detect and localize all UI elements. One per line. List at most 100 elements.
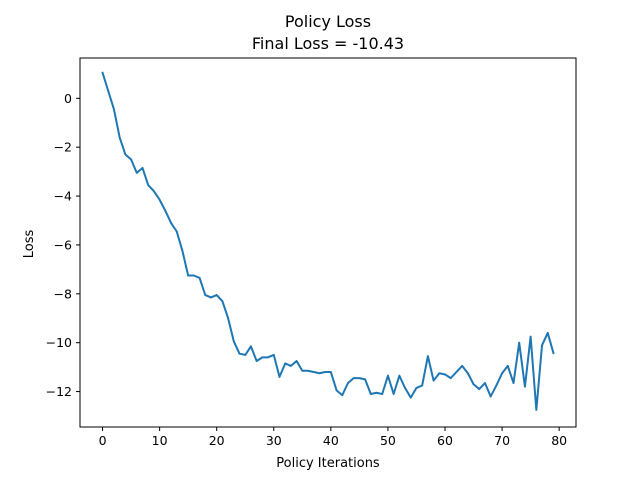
- y-axis-ticks: 0 −2 −4 −6 −8 −10 −12: [46, 91, 80, 399]
- data-point: [541, 344, 543, 346]
- data-point: [181, 250, 184, 252]
- data-point: [158, 198, 161, 201]
- data-point: [472, 383, 475, 386]
- data-point: [307, 369, 309, 372]
- data-point: [107, 90, 110, 92]
- data-point: [278, 376, 281, 378]
- data-point: [495, 384, 498, 387]
- data-point: [250, 345, 252, 348]
- data-point: [455, 371, 458, 373]
- data-point: [290, 365, 292, 367]
- data-point: [101, 71, 104, 74]
- y-tick-label: −10: [46, 335, 72, 350]
- data-point: [284, 362, 286, 365]
- data-point: [233, 340, 235, 343]
- data-point: [164, 209, 167, 212]
- x-tick-label: 50: [380, 433, 396, 448]
- data-point: [153, 190, 155, 192]
- loss-series-line: [101, 71, 555, 411]
- x-tick-label: 20: [209, 433, 225, 448]
- chart-title: Policy Loss: [285, 12, 371, 31]
- x-tick-label: 30: [266, 433, 282, 448]
- y-tick-label: −6: [54, 237, 72, 252]
- data-point: [381, 393, 384, 395]
- data-point: [324, 371, 326, 373]
- x-axis-ticks: 0 10 20 30 40 50 60 70 80: [99, 427, 567, 448]
- data-point: [261, 356, 264, 359]
- y-tick-label: −8: [54, 286, 72, 301]
- data-point: [352, 377, 355, 379]
- data-point: [478, 388, 481, 390]
- data-point: [461, 365, 463, 367]
- data-point: [432, 379, 435, 382]
- x-tick-label: 40: [323, 433, 339, 448]
- y-tick-label: −4: [54, 189, 72, 204]
- data-point: [535, 409, 538, 411]
- y-tick-label: −12: [46, 384, 72, 399]
- x-tick-label: 70: [494, 433, 510, 448]
- data-point: [135, 172, 138, 174]
- data-point: [444, 373, 446, 376]
- data-point: [130, 158, 132, 161]
- data-point: [370, 393, 372, 395]
- data-point: [244, 354, 247, 356]
- data-point: [215, 294, 218, 296]
- y-tick-label: −2: [54, 140, 72, 155]
- data-point: [113, 108, 115, 111]
- data-point: [375, 391, 378, 394]
- data-point: [512, 382, 515, 384]
- data-point: [147, 184, 150, 186]
- data-point: [204, 294, 207, 296]
- data-point: [170, 222, 172, 224]
- data-point: [524, 385, 526, 388]
- x-tick-label: 0: [99, 433, 107, 448]
- y-axis-label: Loss: [22, 230, 37, 259]
- data-point: [238, 352, 241, 355]
- y-tick-label: 0: [64, 91, 72, 106]
- data-point: [484, 382, 486, 384]
- data-point: [272, 354, 275, 356]
- data-point: [427, 355, 429, 357]
- data-point: [489, 395, 492, 398]
- data-point: [438, 372, 441, 375]
- x-tick-label: 10: [152, 433, 168, 448]
- data-point: [404, 387, 406, 389]
- data-point: [387, 374, 389, 377]
- data-point: [210, 296, 212, 299]
- data-point: [267, 356, 269, 359]
- data-point: [312, 371, 315, 373]
- data-point: [546, 332, 549, 334]
- data-point: [330, 371, 332, 373]
- data-point: [141, 167, 144, 169]
- data-point: [347, 382, 349, 384]
- data-point: [295, 360, 298, 362]
- data-point: [449, 377, 452, 379]
- data-point: [227, 317, 229, 320]
- data-point: [409, 396, 412, 399]
- data-point: [341, 394, 344, 397]
- data-point: [193, 274, 195, 277]
- chart-subtitle: Final Loss = -10.43: [252, 34, 404, 53]
- data-point: [552, 352, 555, 355]
- data-point: [421, 384, 423, 387]
- data-point: [415, 387, 418, 389]
- data-point: [398, 374, 401, 377]
- data-point: [501, 372, 503, 375]
- x-tick-label: 60: [437, 433, 453, 448]
- plot-area-frame: [79, 57, 577, 428]
- data-point: [529, 335, 532, 338]
- data-point: [392, 393, 395, 395]
- data-point: [301, 369, 304, 372]
- data-point: [506, 365, 509, 367]
- data-point: [221, 300, 224, 302]
- data-point: [198, 277, 201, 279]
- data-point: [318, 372, 321, 375]
- data-point: [518, 341, 521, 344]
- data-point: [175, 230, 178, 233]
- data-point: [118, 136, 121, 139]
- data-point: [364, 378, 366, 381]
- x-axis-label: Policy Iterations: [276, 456, 380, 471]
- data-point: [335, 389, 338, 392]
